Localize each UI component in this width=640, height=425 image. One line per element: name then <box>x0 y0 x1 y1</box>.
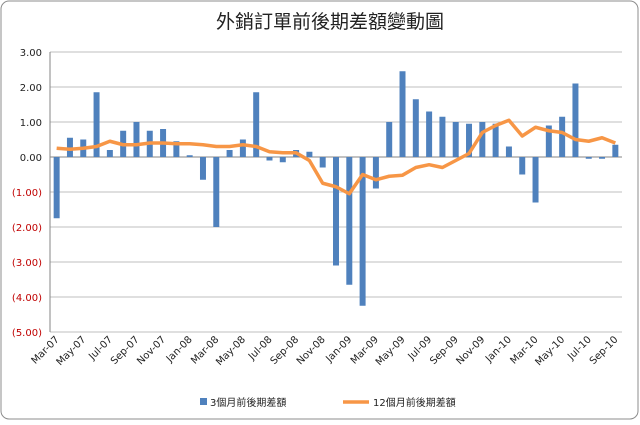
bar <box>306 151 313 157</box>
bar <box>532 157 539 203</box>
bar <box>346 157 353 285</box>
bar <box>572 83 579 157</box>
bar <box>66 137 73 157</box>
y-tick-label: 1.00 <box>20 118 42 129</box>
bar <box>559 116 566 157</box>
y-tick-label: 0.00 <box>20 153 42 164</box>
y-tick-label: (5.00) <box>12 328 42 339</box>
bar <box>93 92 100 157</box>
bar <box>426 111 433 157</box>
bar <box>439 116 446 157</box>
bar <box>466 123 473 157</box>
bar <box>279 157 286 163</box>
bar <box>186 155 193 157</box>
bar <box>492 123 499 157</box>
bar <box>612 144 619 157</box>
legend-swatch <box>200 398 207 405</box>
bar <box>479 122 486 157</box>
bar <box>133 122 140 157</box>
bar <box>226 150 233 157</box>
bar <box>266 157 273 161</box>
y-tick-label: (4.00) <box>12 293 42 304</box>
bar <box>213 157 220 227</box>
bar <box>505 146 512 157</box>
bar <box>599 157 606 159</box>
bar <box>53 157 60 219</box>
y-tick-label: 2.00 <box>20 83 42 94</box>
bar <box>412 99 419 157</box>
y-tick-label: (2.00) <box>12 223 42 234</box>
bar <box>253 92 260 157</box>
bar <box>239 139 246 157</box>
bar <box>399 71 406 157</box>
legend-label: 12個月前後期差額 <box>373 396 456 409</box>
bar <box>319 157 326 168</box>
bar <box>545 125 552 157</box>
bar <box>173 141 180 157</box>
y-tick-label: (3.00) <box>12 258 42 269</box>
y-tick-label: 3.00 <box>20 48 42 59</box>
y-tick-label: (1.00) <box>12 188 42 199</box>
bar <box>199 157 206 180</box>
bar <box>372 157 379 189</box>
bar <box>585 157 592 159</box>
legend-label: 3個月前後期差額 <box>210 396 286 409</box>
bar <box>333 157 339 266</box>
chart-title: 外銷訂單前後期差額變動圖 <box>216 11 444 33</box>
line <box>56 118 616 196</box>
bar <box>359 157 366 306</box>
bar <box>106 150 113 157</box>
bar <box>452 122 459 157</box>
bar <box>386 122 393 157</box>
bar <box>519 157 526 175</box>
